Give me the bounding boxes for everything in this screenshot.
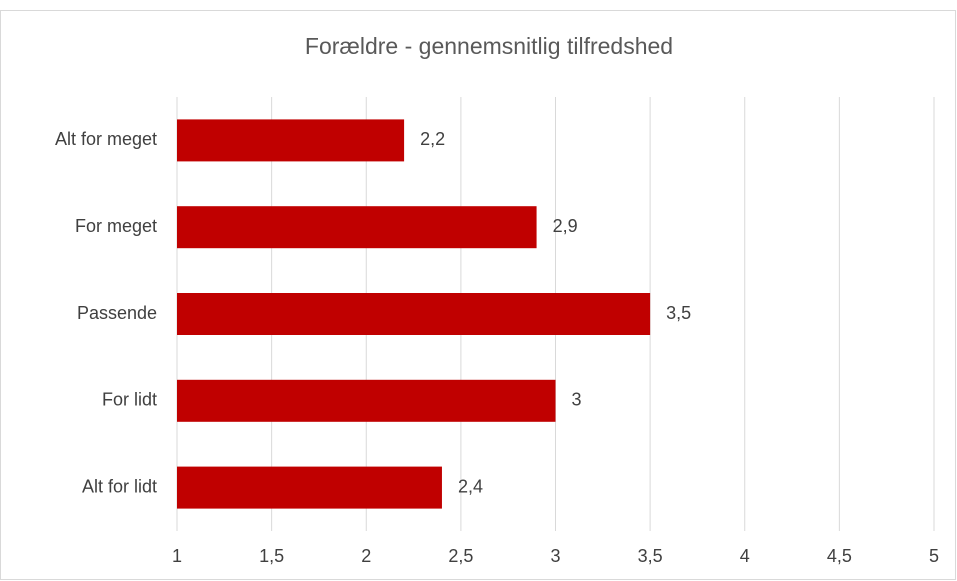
x-tick-label: 1 [172, 546, 182, 566]
y-tick-label: For meget [75, 216, 157, 236]
x-tick-label: 4,5 [827, 546, 852, 566]
data-label: 2,2 [420, 129, 445, 149]
x-tick-label: 3,5 [638, 546, 663, 566]
y-tick-label: Alt for meget [55, 129, 157, 149]
x-tick-label: 2,5 [448, 546, 473, 566]
bar [177, 206, 537, 249]
x-tick-label: 4 [740, 546, 750, 566]
x-tick-label: 5 [929, 546, 939, 566]
x-tick-label: 1,5 [259, 546, 284, 566]
x-tick-label: 2 [361, 546, 371, 566]
bar [177, 119, 405, 162]
data-label: 3 [572, 390, 582, 410]
data-label: 3,5 [666, 303, 691, 323]
x-tick-label: 3 [550, 546, 560, 566]
y-tick-label: Passende [77, 303, 157, 323]
data-label: 2,4 [458, 476, 483, 496]
y-tick-label: Alt for lidt [82, 476, 157, 496]
y-tick-label: For lidt [102, 390, 157, 410]
bar [177, 293, 651, 335]
bar [177, 379, 556, 422]
bar [177, 466, 442, 509]
chart-title: Forældre - gennemsnitlig tilfredshed [305, 33, 673, 59]
data-label: 2,9 [553, 216, 578, 236]
